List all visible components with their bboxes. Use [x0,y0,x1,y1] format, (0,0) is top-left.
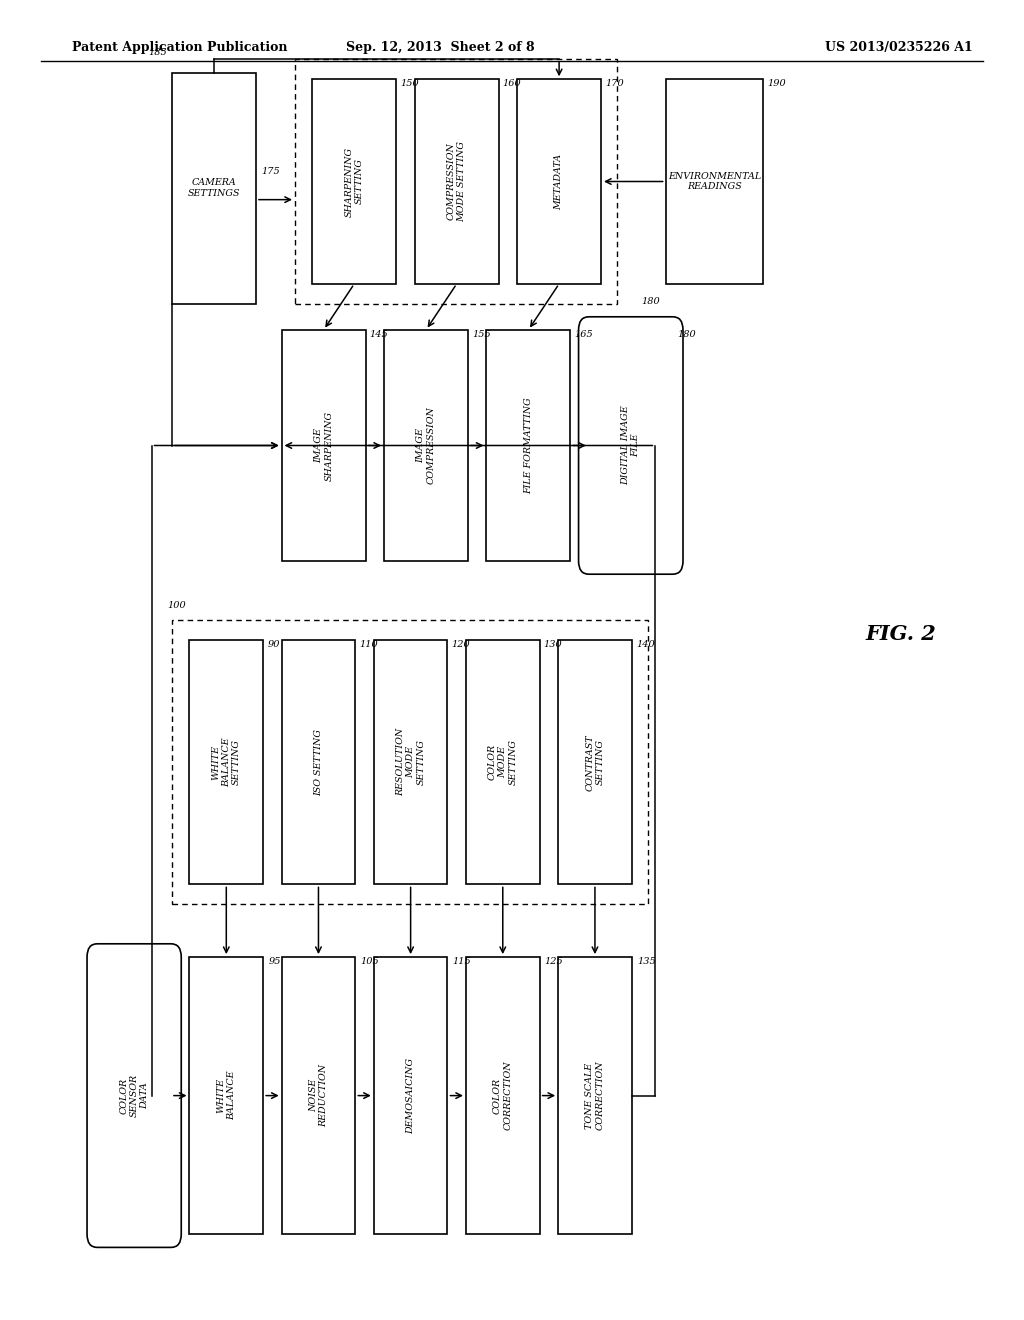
Text: 155: 155 [472,330,490,339]
Text: 180: 180 [642,297,660,306]
FancyBboxPatch shape [558,640,632,884]
FancyBboxPatch shape [374,640,447,884]
Text: 100: 100 [167,601,185,610]
Text: WHITE
BALANCE
SETTING: WHITE BALANCE SETTING [211,738,242,787]
Text: FILE FORMATTING: FILE FORMATTING [524,397,532,494]
Text: 135: 135 [637,957,655,966]
Text: 145: 145 [370,330,388,339]
FancyBboxPatch shape [486,330,570,561]
FancyBboxPatch shape [466,640,540,884]
Text: RESOLUTION
MODE
SETTING: RESOLUTION MODE SETTING [395,729,426,796]
Text: 190: 190 [767,79,785,88]
FancyBboxPatch shape [282,957,355,1234]
Text: WHITE
BALANCE: WHITE BALANCE [217,1071,236,1121]
FancyBboxPatch shape [189,957,263,1234]
Text: 120: 120 [452,640,470,649]
Text: 130: 130 [544,640,562,649]
Text: COLOR
SENSOR
DATA: COLOR SENSOR DATA [119,1074,150,1117]
Text: US 2013/0235226 A1: US 2013/0235226 A1 [825,41,973,54]
FancyBboxPatch shape [579,317,683,574]
Text: IMAGE
COMPRESSION: IMAGE COMPRESSION [417,407,435,484]
Text: 160: 160 [503,79,521,88]
Text: 125: 125 [545,957,563,966]
Text: 185: 185 [148,48,167,57]
FancyBboxPatch shape [87,944,181,1247]
Text: COMPRESSION
MODE SETTING: COMPRESSION MODE SETTING [447,141,466,222]
Text: 110: 110 [359,640,378,649]
Text: NOISE
REDUCTION: NOISE REDUCTION [309,1064,328,1127]
Text: COLOR
MODE
SETTING: COLOR MODE SETTING [487,739,518,785]
Text: 95: 95 [268,957,281,966]
Text: CONTRAST
SETTING: CONTRAST SETTING [586,734,604,791]
Text: ENVIRONMENTAL
READINGS: ENVIRONMENTAL READINGS [668,172,761,191]
FancyBboxPatch shape [517,79,601,284]
Text: 90: 90 [267,640,280,649]
Text: DIGITAL IMAGE
FILE: DIGITAL IMAGE FILE [622,405,640,486]
Text: 105: 105 [360,957,379,966]
Text: COLOR
CORRECTION: COLOR CORRECTION [494,1061,512,1130]
Text: 175: 175 [261,166,280,176]
FancyBboxPatch shape [374,957,447,1234]
FancyBboxPatch shape [558,957,632,1234]
Text: IMAGE
SHARPENING: IMAGE SHARPENING [314,411,333,480]
Text: 180: 180 [677,330,695,339]
FancyBboxPatch shape [384,330,468,561]
Text: Sep. 12, 2013  Sheet 2 of 8: Sep. 12, 2013 Sheet 2 of 8 [346,41,535,54]
Text: 150: 150 [400,79,419,88]
Text: TONE SCALE
CORRECTION: TONE SCALE CORRECTION [586,1061,604,1130]
Text: 165: 165 [574,330,593,339]
Text: CAMERA
SETTINGS: CAMERA SETTINGS [187,178,241,198]
Text: DEMOSAICING: DEMOSAICING [407,1057,415,1134]
FancyBboxPatch shape [282,330,366,561]
Text: 170: 170 [605,79,624,88]
Text: METADATA: METADATA [555,153,563,210]
Text: Patent Application Publication: Patent Application Publication [72,41,287,54]
FancyBboxPatch shape [312,79,396,284]
Text: SHARPENING
SETTING: SHARPENING SETTING [345,147,364,216]
FancyBboxPatch shape [172,73,256,304]
FancyBboxPatch shape [666,79,763,284]
Text: 140: 140 [636,640,654,649]
Text: 115: 115 [453,957,471,966]
Text: ISO SETTING: ISO SETTING [314,729,323,796]
FancyBboxPatch shape [415,79,499,284]
FancyBboxPatch shape [466,957,540,1234]
FancyBboxPatch shape [282,640,355,884]
FancyBboxPatch shape [189,640,263,884]
Text: FIG. 2: FIG. 2 [865,623,937,644]
